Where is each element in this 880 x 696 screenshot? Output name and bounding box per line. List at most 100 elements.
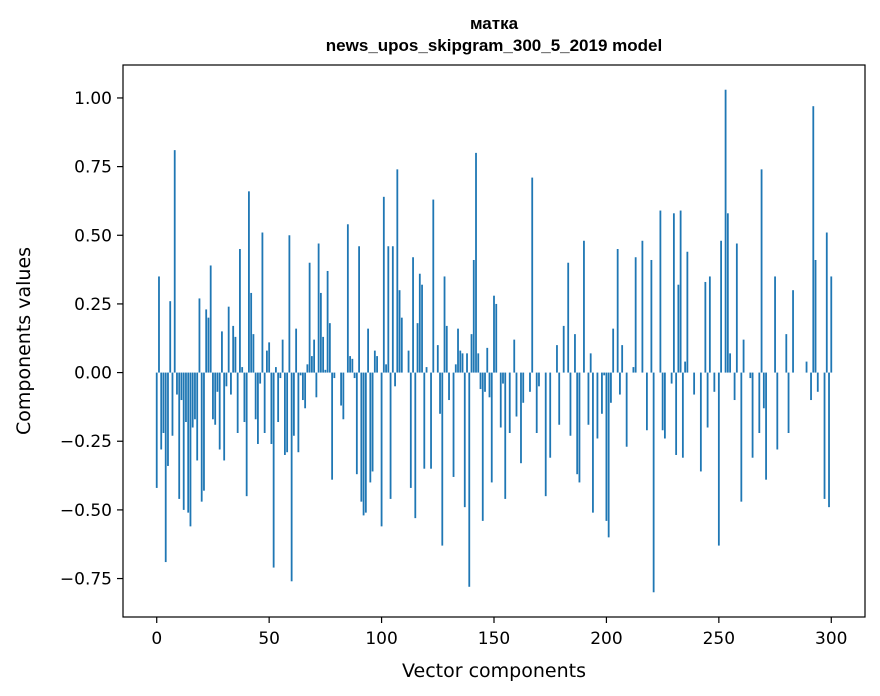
bar-291 (810, 372, 812, 401)
chart-subtitle: news_upos_skipgram_300_5_2019 model (326, 36, 662, 55)
bar-93 (364, 372, 367, 513)
bar-220 (650, 259, 653, 373)
bar-270 (762, 372, 765, 409)
x-tick-label-5: 250 (703, 629, 735, 649)
bar-269 (760, 169, 763, 373)
bar-32 (227, 306, 230, 373)
bar-25 (212, 372, 214, 420)
bar-299 (828, 372, 830, 508)
bar-45 (257, 372, 259, 444)
bar-102 (385, 364, 387, 373)
bar-236 (686, 251, 689, 373)
bar-234 (681, 372, 684, 458)
bar-230 (672, 213, 675, 373)
bar-91 (360, 372, 363, 502)
bar-248 (713, 372, 716, 392)
bar-251 (720, 240, 722, 373)
bar-74 (322, 336, 325, 373)
bar-6 (169, 301, 172, 373)
bar-118 (421, 284, 423, 373)
bar-116 (416, 323, 419, 373)
bar-95 (369, 372, 372, 483)
bar-114 (412, 257, 414, 373)
bar-213 (634, 257, 637, 373)
bar-126 (439, 372, 441, 414)
bar-129 (445, 325, 448, 373)
bar-46 (259, 372, 262, 384)
bar-1 (158, 276, 160, 373)
bar-137 (463, 372, 466, 508)
x-axis-label: Vector components (402, 660, 586, 682)
bar-250 (717, 372, 720, 546)
bar-75 (324, 369, 327, 373)
bar-117 (418, 273, 421, 373)
bar-50 (268, 342, 271, 373)
bar-27 (216, 372, 219, 392)
bar-9 (176, 372, 178, 395)
bar-146 (484, 372, 486, 392)
bar-63 (297, 372, 300, 453)
bar-225 (661, 372, 664, 431)
bar-61 (292, 372, 295, 436)
bar-145 (481, 372, 484, 521)
bar-133 (454, 364, 457, 373)
bar-107 (396, 169, 399, 373)
bar-79 (333, 372, 336, 379)
bar-35 (234, 336, 237, 373)
bar-36 (236, 372, 239, 433)
bar-233 (679, 210, 682, 373)
bar-34 (232, 325, 235, 373)
bar-66 (304, 372, 307, 409)
bar-166 (529, 372, 531, 392)
bar-85 (346, 224, 349, 373)
bar-70 (313, 339, 316, 373)
bar-255 (729, 353, 731, 373)
bar-231 (675, 372, 678, 455)
bar-72 (317, 243, 320, 373)
bar-150 (493, 295, 495, 373)
bar-20 (200, 372, 203, 502)
bar-153 (499, 372, 502, 428)
bar-226 (663, 372, 666, 439)
bar-37 (239, 249, 241, 373)
bar-104 (389, 372, 392, 499)
bar-253 (724, 89, 727, 373)
bar-78 (331, 372, 334, 480)
bar-22 (205, 309, 208, 373)
bar-98 (376, 356, 378, 373)
bar-144 (479, 372, 482, 390)
bar-18 (196, 372, 199, 461)
bar-125 (436, 345, 439, 373)
bar-92 (362, 372, 365, 516)
bar-268 (758, 372, 761, 433)
bar-76 (326, 270, 329, 373)
bar-97 (373, 350, 376, 373)
bar-128 (443, 276, 446, 373)
bar-203 (612, 328, 615, 373)
bar-119 (423, 372, 426, 469)
bar-232 (677, 284, 680, 373)
bar-71 (315, 372, 318, 398)
bar-179 (558, 372, 561, 425)
bar-246 (708, 276, 711, 373)
bar-29 (221, 331, 223, 373)
bar-297 (823, 372, 826, 499)
bar-281 (787, 372, 790, 433)
bar-33 (230, 372, 232, 395)
x-axis: 0 50 100 150 200 250 300 (151, 617, 847, 649)
bar-271 (765, 372, 767, 480)
bar-212 (632, 367, 635, 373)
bar-260 (740, 372, 743, 502)
bar-82 (340, 372, 342, 406)
bar-30 (223, 372, 226, 461)
bar-292 (812, 106, 815, 373)
bar-40 (245, 372, 248, 497)
bar-186 (574, 334, 576, 373)
bar-178 (556, 345, 558, 373)
bar-83 (342, 372, 345, 420)
bar-44 (254, 372, 257, 420)
bar-254 (726, 213, 729, 373)
bar-19 (198, 298, 201, 373)
bar-12 (182, 372, 185, 510)
bar-26 (214, 372, 217, 425)
